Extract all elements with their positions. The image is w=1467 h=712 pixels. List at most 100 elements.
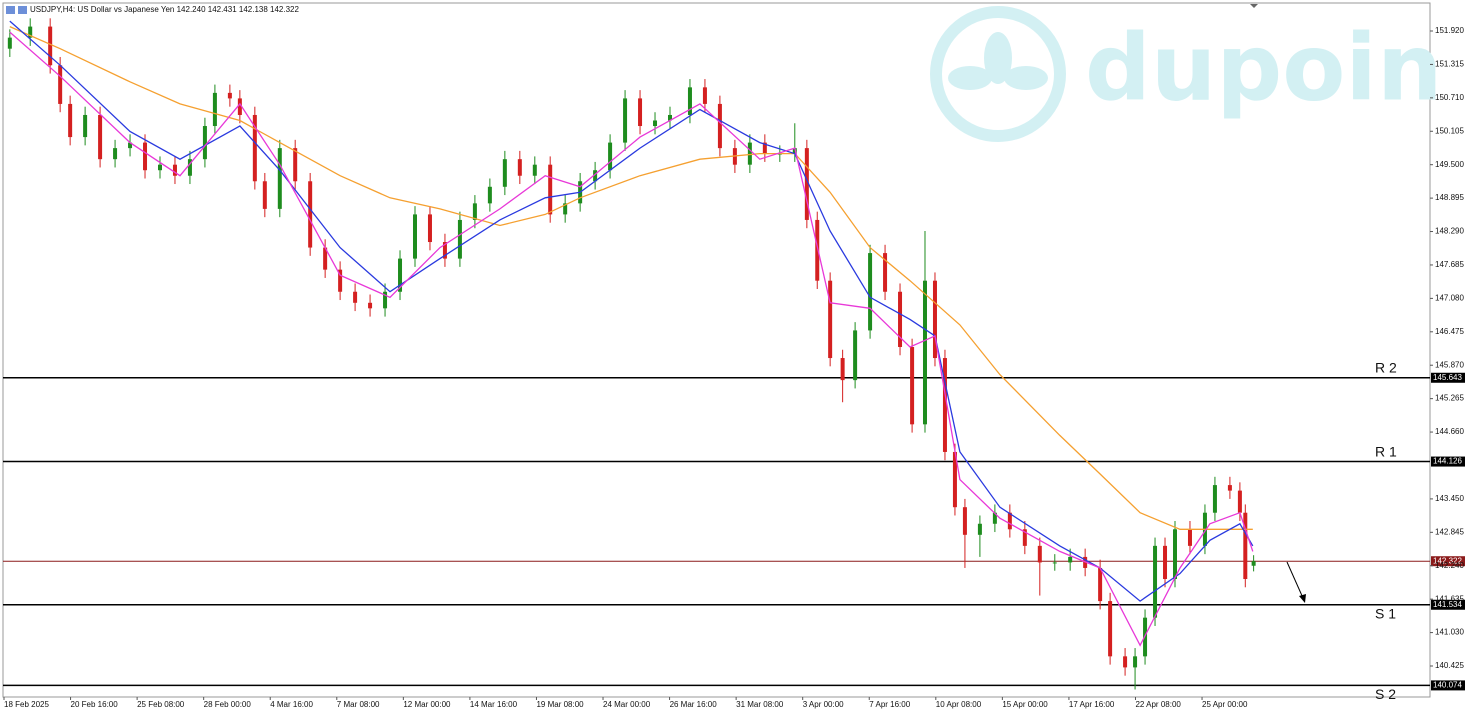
candle-body [1212,485,1217,513]
candle-body [868,253,873,331]
candle-body [1052,562,1057,564]
candle-body [1098,567,1103,602]
x-tick-label: 10 Apr 08:00 [936,700,982,709]
x-tick-label: 14 Mar 16:00 [470,700,518,709]
price-label: 142.322 [1433,556,1462,565]
candle-body [1243,512,1248,580]
price-label-box [1431,599,1465,610]
candle-body [1227,485,1232,491]
candle-body [883,253,888,292]
candle-body [563,203,568,215]
x-tick-label: 22 Apr 08:00 [1135,700,1181,709]
candle-body [368,302,373,309]
y-tick-label: 148.290 [1435,227,1464,236]
y-tick-label: 142.845 [1435,527,1464,536]
y-tick-label: 151.920 [1435,26,1464,35]
candle-body [143,142,148,171]
candle-body [48,26,53,66]
candle-body [398,258,403,292]
candle-body [1163,545,1168,580]
candle-body [762,142,767,154]
candle-body [427,214,432,243]
candle-body [1187,529,1192,546]
candle-body [977,523,982,535]
candle-body [1068,556,1073,563]
price-label-box [1431,372,1465,383]
candle-body [608,142,613,171]
x-tick-label: 18 Feb 2025 [4,700,49,709]
x-tick-label: 28 Feb 00:00 [204,700,252,709]
y-tick-label: 143.450 [1435,494,1464,503]
x-tick-label: 26 Mar 16:00 [670,700,718,709]
candle-body [815,219,820,281]
price-label-box [1431,556,1465,567]
x-tick-label: 12 Mar 00:00 [403,700,451,709]
level-label: S 1 [1375,605,1396,621]
candle-body [252,114,257,182]
candle-body [68,103,73,138]
candle-body [1108,601,1113,657]
y-tick-label: 147.685 [1435,260,1464,269]
y-tick-label: 147.080 [1435,293,1464,302]
candle-body [804,148,809,220]
x-tick-label: 7 Mar 08:00 [337,700,380,709]
y-tick-label: 145.870 [1435,360,1464,369]
candle-body [157,164,162,171]
candle-body [472,203,477,220]
price-label-box [1431,680,1465,691]
y-tick-label: 142.240 [1435,561,1464,570]
candle-body [1037,545,1042,563]
x-tick-label: 25 Apr 00:00 [1202,700,1248,709]
y-tick-label: 150.105 [1435,126,1464,135]
candle-body [237,98,242,115]
scroll-marker [1250,4,1258,8]
level-label: R 2 [1375,359,1397,375]
candle-body [1022,529,1027,546]
candle-body [383,291,388,309]
arrow [1286,561,1304,599]
candle-body [1237,490,1242,513]
candle-body [932,280,937,359]
y-tick-label: 146.475 [1435,327,1464,336]
candle-body [962,507,967,535]
price-label-box [1431,456,1465,467]
candle-body [942,358,947,452]
watermark-leaf [948,32,1048,90]
candle-body [412,214,417,259]
candle-body [653,120,658,127]
candle-body [667,114,672,121]
candle-body [1123,656,1128,668]
candle-body [202,126,207,160]
candle-body [128,142,133,149]
price-label: 145.643 [1433,373,1462,382]
candle-body [227,92,232,99]
candle-body [98,114,103,160]
candle-body [212,92,217,127]
candle-body [840,358,845,381]
candle-body [687,87,692,115]
candle-body [747,142,752,165]
level-label: R 1 [1375,443,1397,459]
candle-body [1133,656,1138,668]
candle-body [910,346,915,425]
chart-header: USDJPY,H4: US Dollar vs Japanese Yen 142… [30,5,299,14]
x-tick-label: 24 Mar 00:00 [603,700,651,709]
candle-body [293,148,298,182]
candle-body [717,103,722,149]
candle-body [338,269,343,292]
candle-body [262,181,267,209]
x-tick-label: 17 Apr 16:00 [1069,700,1115,709]
candle-body [952,451,957,508]
y-tick-label: 145.265 [1435,394,1464,403]
candle-body [1153,545,1158,618]
y-tick-label: 149.500 [1435,160,1464,169]
x-tick-label: 20 Feb 16:00 [71,700,119,709]
candle-body [58,65,63,104]
candle-body [487,186,492,204]
y-tick-label: 144.660 [1435,427,1464,436]
moving-average [9,20,1254,602]
candle-body [517,159,522,176]
candle-body [828,280,833,359]
candle-body [28,26,33,38]
